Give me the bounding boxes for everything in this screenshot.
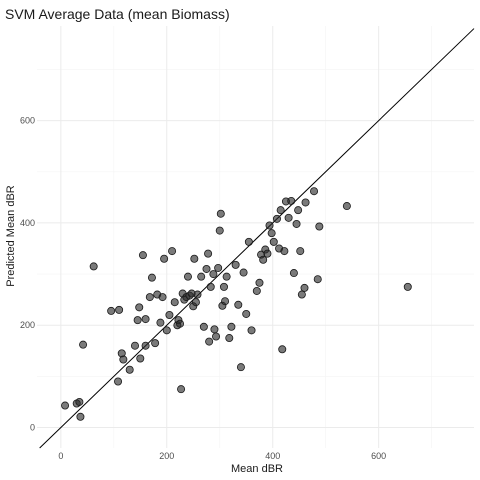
data-point (205, 337, 214, 346)
data-point (114, 377, 123, 386)
data-point (267, 229, 276, 238)
data-point (190, 254, 199, 263)
data-point (115, 305, 124, 314)
data-point (170, 298, 179, 307)
data-point (177, 385, 186, 394)
y-tick-label: 600 (20, 116, 35, 126)
data-point (61, 401, 70, 410)
identity-line (39, 28, 475, 449)
data-point (183, 272, 192, 281)
data-point (79, 340, 88, 349)
data-point (296, 247, 305, 256)
data-point (259, 255, 268, 264)
data-point (276, 206, 285, 215)
data-point (136, 354, 145, 363)
x-tick-label: 600 (371, 451, 386, 461)
data-point (278, 345, 287, 354)
data-point (263, 249, 272, 258)
data-point (76, 412, 85, 421)
data-point (280, 247, 289, 256)
data-point (141, 315, 150, 324)
data-point (158, 293, 167, 302)
data-point (294, 206, 303, 215)
data-point (212, 332, 221, 341)
tick-labels: 0 200 400 600 0 200 400 600 (20, 116, 386, 461)
data-point (145, 293, 154, 302)
data-point (231, 260, 240, 269)
data-point (292, 219, 301, 228)
data-point (236, 363, 245, 372)
data-point (199, 322, 208, 331)
data-point (151, 339, 160, 348)
x-tick-label: 400 (265, 451, 280, 461)
data-point (147, 273, 156, 282)
y-axis-title: Predicted Mean dBR (5, 185, 17, 287)
data-point (284, 213, 293, 222)
data-point (130, 341, 139, 350)
data-point (313, 275, 322, 284)
data-point (272, 214, 281, 223)
data-point (227, 322, 236, 331)
data-point (289, 269, 298, 278)
data-point (297, 290, 306, 299)
reference-line (39, 28, 475, 449)
data-point (221, 297, 230, 306)
data-point (204, 249, 213, 258)
chart-title: SVM Average Data (mean Biomass) (5, 6, 230, 22)
data-point (247, 326, 256, 335)
data-point (160, 254, 169, 263)
data-point (191, 298, 200, 307)
data-point (214, 263, 223, 272)
data-point (216, 209, 225, 218)
grid-lines (37, 26, 474, 448)
data-point (255, 278, 264, 287)
data-point (141, 341, 150, 350)
data-points (61, 187, 412, 421)
data-point (239, 268, 248, 277)
data-point (176, 319, 185, 328)
data-point (197, 272, 206, 281)
data-point (252, 286, 261, 295)
x-tick-label: 0 (58, 451, 63, 461)
data-point (310, 187, 319, 196)
data-point (210, 325, 219, 334)
data-point (301, 198, 310, 207)
data-point (269, 237, 278, 246)
data-point (215, 226, 224, 235)
data-point (315, 222, 324, 231)
data-point (206, 282, 215, 291)
data-point (222, 272, 231, 281)
y-tick-label: 400 (20, 218, 35, 228)
data-point (403, 282, 412, 291)
data-point (342, 202, 351, 211)
data-point (165, 311, 174, 320)
data-point (89, 262, 98, 271)
data-point (107, 306, 116, 315)
data-point (193, 290, 202, 299)
data-point (234, 300, 243, 309)
data-point (138, 251, 147, 260)
data-point (265, 221, 274, 230)
y-tick-label: 0 (30, 423, 35, 433)
data-point (244, 237, 253, 246)
data-point (209, 270, 218, 279)
data-point (242, 309, 251, 318)
data-point (225, 334, 234, 343)
data-point (287, 196, 296, 205)
x-axis-title: Mean dBR (231, 463, 283, 475)
data-point (133, 316, 142, 325)
data-point (202, 264, 211, 273)
data-point (75, 397, 84, 406)
data-point (300, 283, 309, 292)
data-point (156, 318, 165, 327)
data-point (125, 365, 134, 374)
data-point (135, 303, 144, 312)
x-tick-label: 200 (159, 451, 174, 461)
data-point (162, 326, 171, 335)
y-tick-label: 200 (20, 320, 35, 330)
data-point (219, 282, 228, 291)
data-point (168, 247, 177, 256)
data-point (119, 355, 128, 364)
